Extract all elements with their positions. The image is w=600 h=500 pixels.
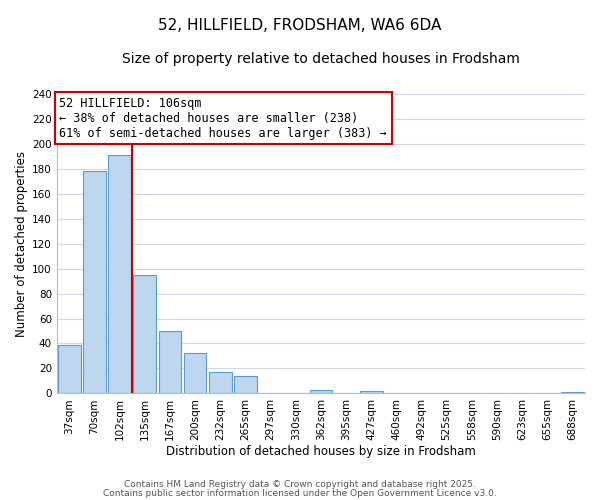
Bar	[234, 376, 257, 394]
Bar	[209, 372, 232, 394]
Bar	[360, 391, 383, 394]
Text: 52 HILLFIELD: 106sqm
← 38% of detached houses are smaller (238)
61% of semi-deta: 52 HILLFIELD: 106sqm ← 38% of detached h…	[59, 96, 387, 140]
X-axis label: Distribution of detached houses by size in Frodsham: Distribution of detached houses by size …	[166, 444, 476, 458]
Bar	[58, 344, 80, 394]
Y-axis label: Number of detached properties: Number of detached properties	[15, 150, 28, 336]
Bar	[109, 155, 131, 394]
Bar	[133, 275, 156, 394]
Bar	[184, 354, 206, 394]
Bar	[158, 331, 181, 394]
Text: Contains public sector information licensed under the Open Government Licence v3: Contains public sector information licen…	[103, 488, 497, 498]
Bar	[310, 390, 332, 394]
Text: Contains HM Land Registry data © Crown copyright and database right 2025.: Contains HM Land Registry data © Crown c…	[124, 480, 476, 489]
Title: Size of property relative to detached houses in Frodsham: Size of property relative to detached ho…	[122, 52, 520, 66]
Bar	[83, 172, 106, 394]
Bar	[561, 392, 584, 394]
Text: 52, HILLFIELD, FRODSHAM, WA6 6DA: 52, HILLFIELD, FRODSHAM, WA6 6DA	[158, 18, 442, 32]
